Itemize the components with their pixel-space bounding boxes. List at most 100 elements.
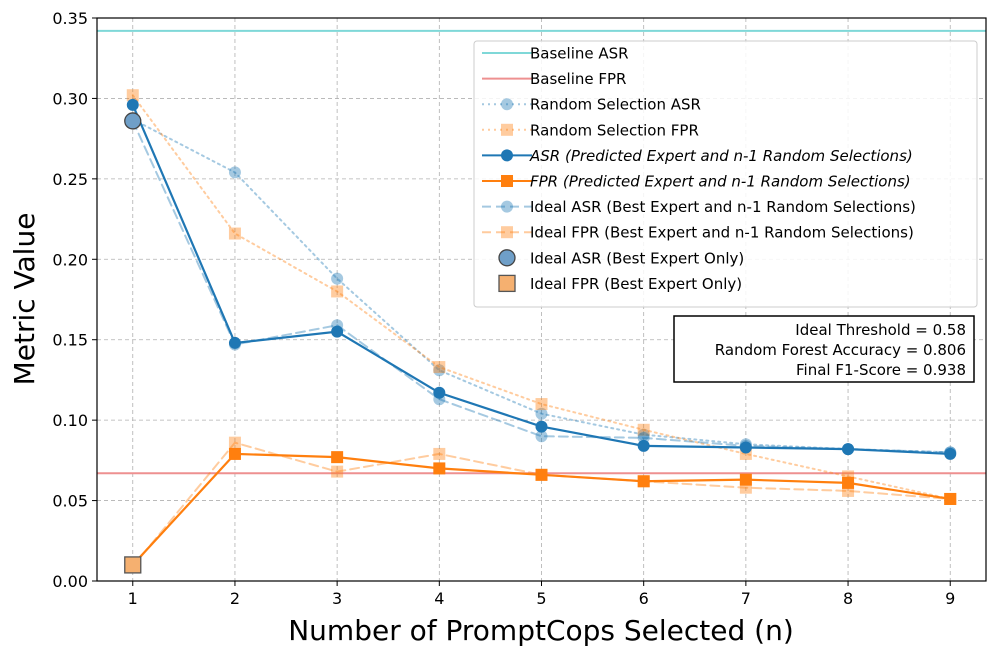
legend-item: Random Selection FPR <box>482 121 699 139</box>
y-tick-label: 0.30 <box>52 89 88 108</box>
series-1-point <box>637 423 650 436</box>
series-5-line <box>131 441 952 568</box>
series-4-point <box>637 431 650 444</box>
series-4-point <box>842 443 855 456</box>
legend-marker <box>498 249 516 267</box>
series-5-point <box>535 468 548 481</box>
legend-item: Ideal ASR (Best Expert and n-1 Random Se… <box>482 198 916 216</box>
series-3-point <box>739 473 752 486</box>
series-5-point <box>842 484 855 497</box>
stats-line: Final F1-Score = 0.938 <box>796 361 966 379</box>
series-4-line <box>131 119 952 454</box>
single-point-1 <box>124 556 142 574</box>
legend-label: Baseline ASR <box>530 45 629 63</box>
series-0-point <box>535 407 548 420</box>
series-2-point <box>637 439 650 452</box>
legend-label: Ideal ASR (Best Expert and n-1 Random Se… <box>530 198 916 216</box>
stats-line: Random Forest Accuracy = 0.806 <box>715 341 966 359</box>
legend-marker <box>501 123 513 136</box>
legend-item: Ideal ASR (Best Expert Only) <box>498 249 744 267</box>
stats-box: Ideal Threshold = 0.58 Random Forest Accu… <box>673 315 975 383</box>
x-tick-label: 1 <box>128 589 138 608</box>
legend-label: Ideal ASR (Best Expert Only) <box>530 249 744 267</box>
x-tick-label: 5 <box>536 589 546 608</box>
legend-marker <box>501 98 513 111</box>
legend-label: FPR (Predicted Expert and n-1 Random Sel… <box>530 173 911 191</box>
y-tick-label: 0.20 <box>52 250 88 269</box>
series-3-point <box>331 451 344 464</box>
series-4-point <box>535 430 548 443</box>
series-layer <box>124 89 957 574</box>
series-0-point <box>331 272 344 285</box>
stats-frame <box>673 315 975 383</box>
legend-label: Ideal FPR (Best Expert and n-1 Random Se… <box>530 224 914 242</box>
series-3-point <box>228 447 241 460</box>
series-4-point <box>228 338 241 351</box>
legend-label: Random Selection FPR <box>530 121 699 139</box>
legend-item: Ideal FPR (Best Expert and n-1 Random Se… <box>482 224 914 242</box>
series-1-point <box>331 285 344 298</box>
series-2-point <box>433 386 446 399</box>
y-tick-label: 0.25 <box>52 170 88 189</box>
series-0-point <box>637 428 650 441</box>
series-1-point <box>126 89 139 102</box>
y-tick-label: 0.15 <box>52 331 88 350</box>
series-2-point <box>126 98 139 111</box>
y-axis-title: Metric Value <box>8 213 41 386</box>
x-axis-title: Number of PromptCops Selected (n) <box>288 614 794 647</box>
x-tick-label: 6 <box>639 589 649 608</box>
series-5-point <box>331 465 344 478</box>
legend-item: Ideal FPR (Best Expert Only) <box>498 274 742 293</box>
series-5-point <box>228 436 241 449</box>
series-0-point <box>433 364 446 377</box>
y-tick-label: 0.00 <box>52 572 88 591</box>
y-tick-label: 0.35 <box>52 9 88 28</box>
series-0-point <box>228 166 241 179</box>
legend-label: Random Selection ASR <box>530 96 701 114</box>
legend-label: Baseline FPR <box>530 70 626 88</box>
x-tick-label: 4 <box>434 589 444 608</box>
single-point-0 <box>124 112 142 130</box>
series-1-point <box>535 398 548 411</box>
series-1-point <box>228 227 241 240</box>
series-4-point <box>331 319 344 332</box>
legend-marker <box>501 175 513 187</box>
x-tick-label: 7 <box>741 589 751 608</box>
series-3-point <box>842 476 855 489</box>
legend-frame <box>473 40 978 308</box>
y-tick-label: 0.05 <box>52 492 88 511</box>
series-4-point <box>433 393 446 406</box>
legend: Baseline ASR Baseline FPR Random Selection… <box>473 40 978 308</box>
series-2-point <box>944 447 957 460</box>
legend-label: Ideal FPR (Best Expert Only) <box>530 275 742 293</box>
series-2-point <box>739 441 752 454</box>
series-5-point <box>944 492 957 505</box>
x-tick-label: 9 <box>945 589 955 608</box>
x-tick-label: 8 <box>843 589 853 608</box>
legend-marker <box>501 226 513 239</box>
series-5-point <box>433 447 446 460</box>
series-3-point <box>433 462 446 475</box>
legend-item: ASR (Predicted Expert and n-1 Random Sel… <box>482 147 913 165</box>
series-1-line <box>131 94 952 500</box>
legend-label: ASR (Predicted Expert and n-1 Random Sel… <box>529 147 913 165</box>
series-2-point <box>535 420 548 433</box>
series-3-point <box>637 475 650 488</box>
legend-marker <box>501 149 513 162</box>
y-tick-label: 0.10 <box>52 411 88 430</box>
ticks-layer: 1 2 3 4 5 6 7 8 9 0.00 0.05 0.10 0.15 0.20 0.25 0.30 0.3… <box>52 9 955 608</box>
x-tick-label: 3 <box>332 589 342 608</box>
legend-item: FPR (Predicted Expert and n-1 Random Sel… <box>482 173 911 191</box>
x-tick-label: 2 <box>230 589 240 608</box>
series-4-point <box>739 439 752 452</box>
series-5-point <box>637 475 650 488</box>
series-3-point <box>944 492 957 505</box>
legend-item: Baseline FPR <box>482 70 626 88</box>
series-2-point <box>228 336 241 349</box>
series-4-point <box>944 446 957 459</box>
series-2-point <box>842 443 855 456</box>
series-5-point <box>739 481 752 494</box>
legend-marker <box>501 200 513 213</box>
legend-item: Random Selection ASR <box>482 96 701 114</box>
